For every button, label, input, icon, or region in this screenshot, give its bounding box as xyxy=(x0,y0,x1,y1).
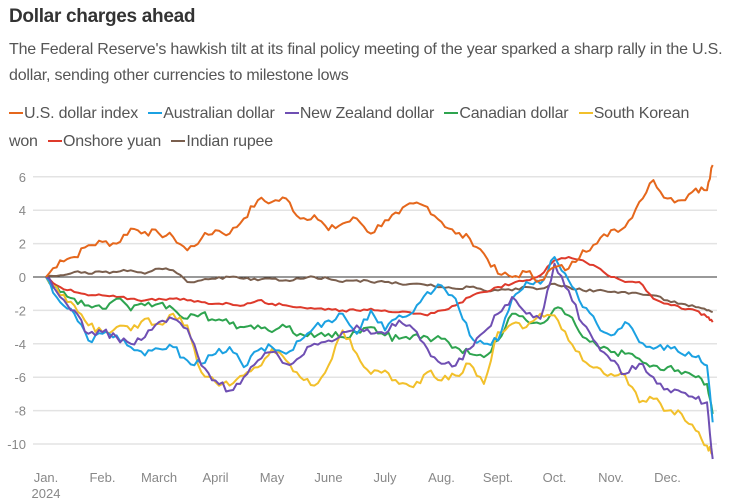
y-tick-label: -2 xyxy=(14,303,26,318)
x-tick-label: Feb. xyxy=(89,470,115,485)
chart-subtitle: The Federal Reserve's hawkish tilt at it… xyxy=(9,41,723,84)
legend-swatch xyxy=(284,111,299,114)
series-line-u-s-dollar-index xyxy=(45,164,714,283)
chart-legend: U.S. dollar index Australian dollar New … xyxy=(9,100,724,156)
legend-swatch xyxy=(48,139,63,142)
x-tick-label: April xyxy=(202,470,228,485)
series-line-new-zealand-dollar xyxy=(45,262,714,460)
legend-label: Canadian dollar xyxy=(459,105,569,122)
legend-label: South Korean won xyxy=(9,105,690,150)
x-tick-label: July xyxy=(373,470,397,485)
x-tick-label: Nov. xyxy=(598,470,624,485)
legend-swatch xyxy=(171,139,186,142)
x-tick-label: Dec. xyxy=(654,470,681,485)
y-tick-label: 2 xyxy=(19,237,26,252)
series-line-south-korean-won xyxy=(45,276,714,455)
series-line-onshore-yuan xyxy=(45,256,714,323)
legend-item: Canadian dollar xyxy=(444,105,569,122)
y-tick-label: 4 xyxy=(19,203,26,218)
y-tick-label: -6 xyxy=(14,370,26,385)
series-line-canadian-dollar xyxy=(45,276,714,415)
legend-label: U.S. dollar index xyxy=(24,105,138,122)
legend-item: U.S. dollar index xyxy=(9,105,138,122)
legend-item: New Zealand dollar xyxy=(284,105,435,122)
legend-label: New Zealand dollar xyxy=(299,105,435,122)
y-tick-label: 0 xyxy=(19,270,26,285)
series-line-indian-rupee xyxy=(45,267,713,314)
chart-title: Dollar charges ahead xyxy=(9,6,196,27)
legend-label: Indian rupee xyxy=(186,133,273,150)
x-tick-label: June xyxy=(314,470,342,485)
x-tick-label: Oct. xyxy=(543,470,567,485)
x-tick-year: 2024 xyxy=(32,486,61,501)
legend-label: Onshore yuan xyxy=(63,133,162,150)
y-tick-label: -10 xyxy=(7,437,26,452)
legend-item: Onshore yuan xyxy=(48,133,161,150)
y-tick-label: -8 xyxy=(14,404,26,419)
legend-swatch xyxy=(148,111,163,114)
x-tick-label: May xyxy=(260,470,285,485)
y-tick-label: 6 xyxy=(19,170,26,185)
legend-swatch xyxy=(9,111,23,114)
legend-label: Australian dollar xyxy=(163,105,275,122)
legend-swatch xyxy=(578,111,593,114)
legend-item: South Korean won xyxy=(9,105,689,150)
legend-item: Australian dollar xyxy=(148,105,275,122)
series-line-australian-dollar xyxy=(45,256,714,423)
x-tick-label: Sept. xyxy=(483,470,513,485)
legend-item: Indian rupee xyxy=(171,133,273,150)
x-tick-label: Aug. xyxy=(428,470,455,485)
y-tick-label: -4 xyxy=(14,337,26,352)
x-tick-label: March xyxy=(141,470,177,485)
legend-swatch xyxy=(444,111,459,114)
x-tick-label: Jan. xyxy=(34,470,59,485)
